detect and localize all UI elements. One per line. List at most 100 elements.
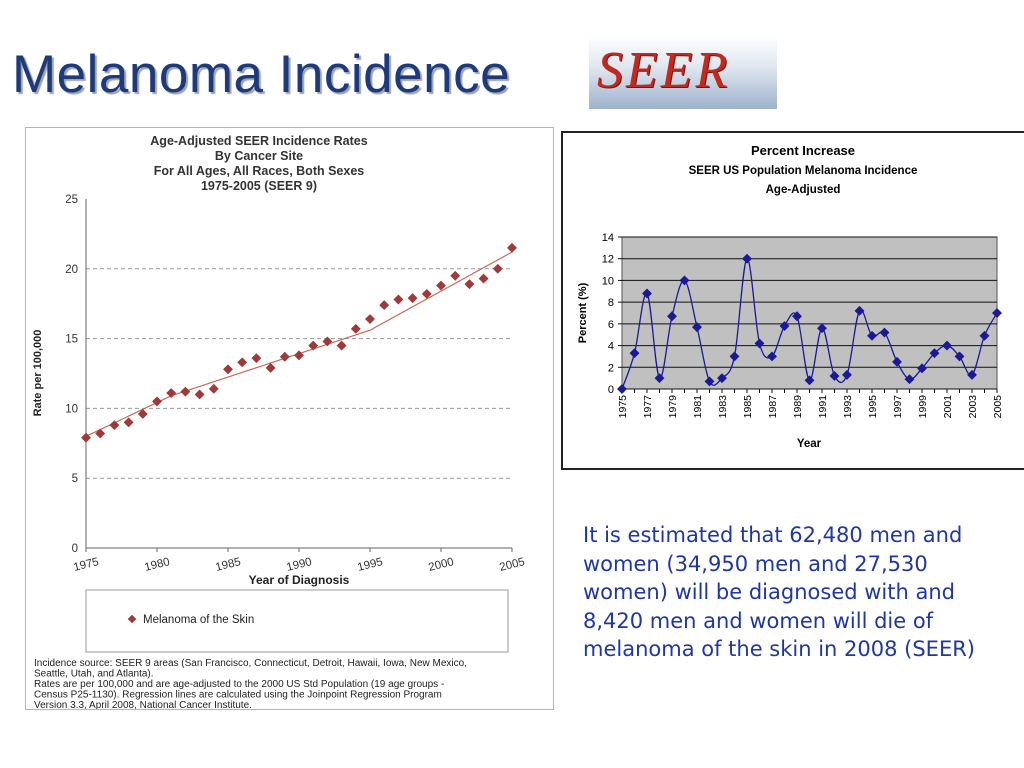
data-point xyxy=(464,279,475,290)
data-point xyxy=(279,351,290,362)
data-point xyxy=(379,300,390,311)
data-point xyxy=(421,288,432,299)
seer-logo-text: SEER xyxy=(597,42,731,99)
y-axis-label: Rate per 100,000 xyxy=(32,330,44,417)
data-point xyxy=(854,305,865,316)
x-tick-label: 1977 xyxy=(642,395,654,419)
x-tick-label: 1985 xyxy=(214,556,242,574)
data-point xyxy=(137,409,148,419)
x-tick-label: 1981 xyxy=(692,395,704,419)
x-tick-label: 1987 xyxy=(767,395,779,419)
slide-title: Melanoma Incidence xyxy=(12,45,511,104)
x-tick-label: 1993 xyxy=(842,395,854,419)
data-point xyxy=(450,270,461,281)
data-point xyxy=(917,363,927,374)
x-tick-label: 1997 xyxy=(892,395,904,419)
y-tick-label: 8 xyxy=(608,297,614,309)
data-point xyxy=(180,386,191,397)
data-point xyxy=(704,376,715,387)
y-tick-label: 5 xyxy=(72,473,78,485)
y-tick-label: 25 xyxy=(65,194,78,206)
data-point xyxy=(892,356,902,367)
y-tick-label: 4 xyxy=(608,341,614,353)
data-point xyxy=(942,340,952,351)
data-point xyxy=(817,323,827,334)
legend-box xyxy=(85,589,509,653)
data-point xyxy=(867,330,877,341)
data-point xyxy=(194,389,205,400)
y-tick-label: 10 xyxy=(65,403,78,415)
x-tick-label: 2005 xyxy=(498,556,526,574)
data-point xyxy=(617,384,627,394)
x-axis-label: Year of Diagnosis xyxy=(249,573,350,587)
plot-area xyxy=(621,236,998,390)
chart-title: Percent Increase xyxy=(751,143,855,158)
x-tick-label: 2005 xyxy=(992,395,1004,419)
data-point xyxy=(152,396,162,407)
data-point xyxy=(166,388,177,398)
estimate-text: It is estimated that 62,480 men and wome… xyxy=(583,523,975,662)
legend-marker xyxy=(127,614,137,624)
data-point xyxy=(779,321,790,331)
data-point xyxy=(692,322,702,333)
data-point xyxy=(294,350,304,361)
data-point xyxy=(350,323,361,334)
y-tick-label: 10 xyxy=(602,275,614,287)
data-point xyxy=(393,294,404,305)
legend-label: Melanoma of the Skin xyxy=(143,614,254,626)
data-point xyxy=(879,327,890,338)
data-point xyxy=(754,338,765,349)
data-point xyxy=(842,369,852,380)
data-point xyxy=(992,308,1002,318)
y-tick-label: 2 xyxy=(608,362,614,374)
chart-title-line: For All Ages, All Races, Both Sexes xyxy=(154,164,365,178)
y-tick-label: 0 xyxy=(608,384,614,396)
data-point xyxy=(642,288,652,299)
source-note: Incidence source: SEER 9 areas (San Fran… xyxy=(34,658,467,709)
data-point xyxy=(717,373,727,384)
x-tick-label: 1989 xyxy=(792,395,804,419)
data-point xyxy=(929,348,940,359)
data-point xyxy=(507,242,517,253)
data-point xyxy=(654,373,665,384)
x-tick-label: 1983 xyxy=(717,395,729,419)
data-point xyxy=(742,253,752,264)
data-point xyxy=(667,311,677,322)
x-tick-label: 1990 xyxy=(285,556,313,574)
x-axis-label: Year xyxy=(797,438,822,450)
incidence-rate-chart-panel: Age-Adjusted SEER Incidence Rates By Canc… xyxy=(25,127,554,711)
y-tick-label: 14 xyxy=(602,232,614,244)
x-tick-label: 1991 xyxy=(817,395,829,419)
x-tick-label: 2003 xyxy=(967,395,979,419)
data-point xyxy=(208,383,219,394)
x-tick-label: 1979 xyxy=(667,395,679,419)
data-point xyxy=(251,353,262,364)
data-point xyxy=(979,330,990,341)
x-tick-label: 1995 xyxy=(867,395,879,419)
x-tick-label: 1999 xyxy=(917,395,929,419)
data-point xyxy=(95,428,106,439)
chart-subtitle: SEER US Population Melanoma Incidence xyxy=(689,165,918,177)
data-point xyxy=(223,364,233,375)
data-point xyxy=(365,314,375,325)
chart-subtitle: Age-Adjusted xyxy=(766,184,841,196)
data-point xyxy=(265,362,276,373)
data-point xyxy=(829,371,840,381)
data-point xyxy=(679,275,690,286)
data-point xyxy=(308,340,319,351)
y-axis-label: Percent (%) xyxy=(577,282,589,343)
y-tick-label: 15 xyxy=(65,334,78,346)
x-tick-label: 1975 xyxy=(72,556,100,574)
y-tick-label: 0 xyxy=(72,543,78,555)
data-point xyxy=(767,351,777,362)
data-point xyxy=(629,348,640,359)
chart-title-line: 1975-2005 (SEER 9) xyxy=(201,179,317,193)
data-point xyxy=(954,351,965,362)
data-point xyxy=(792,311,802,322)
data-point xyxy=(123,417,134,428)
percent-increase-chart-panel: Percent Increase SEER US Population Melan… xyxy=(561,131,1024,470)
y-tick-label: 20 xyxy=(65,264,78,276)
data-point xyxy=(804,375,815,386)
data-point xyxy=(237,357,248,368)
